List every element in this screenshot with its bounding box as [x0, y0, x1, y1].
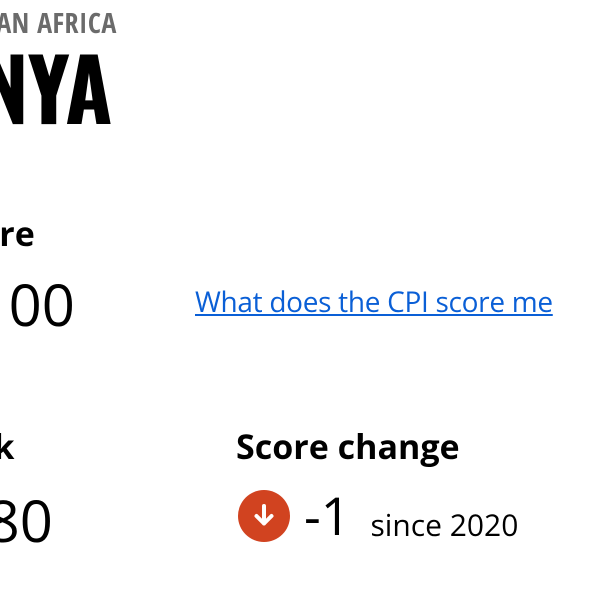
score-change-value: -1	[304, 490, 350, 542]
country-scorecard: SUB-SAHARAN AFRICA KENYA Score 0/100 Wha…	[0, 0, 600, 600]
arrow-down-icon	[238, 490, 290, 542]
score-denominator: /100	[0, 264, 75, 343]
rank-value: 8/180	[0, 480, 53, 559]
score-value: 0/100	[0, 264, 75, 343]
rank-label: Rank	[0, 423, 14, 469]
score-change-row: -1 since 2020	[238, 490, 518, 542]
rank-denominator: /180	[0, 480, 53, 559]
score-label: Score	[0, 210, 35, 256]
country-name: KENYA	[0, 42, 111, 128]
cpi-explainer-link[interactable]: What does the CPI score me	[195, 283, 553, 321]
score-change-label: Score change	[236, 423, 460, 469]
score-change-since: since 2020	[370, 504, 518, 545]
